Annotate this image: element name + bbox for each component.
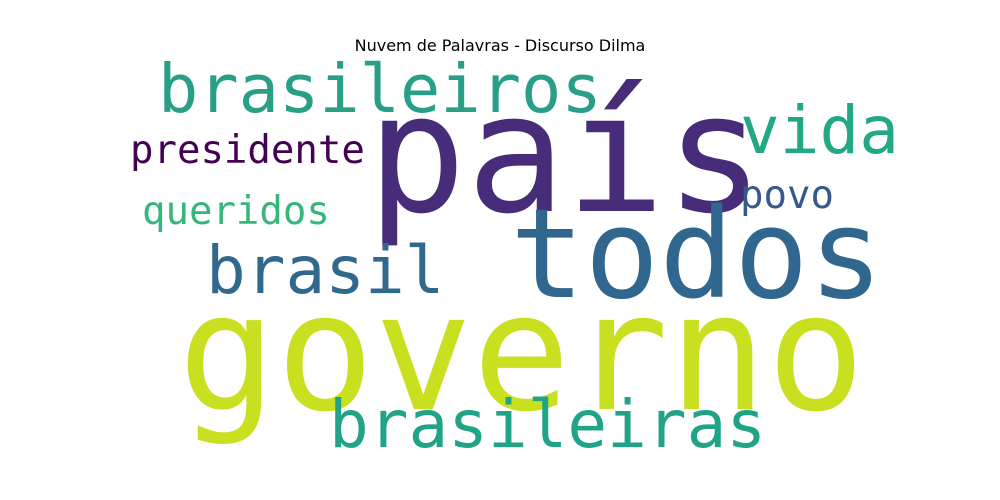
- word-todos: todos: [510, 183, 884, 327]
- word-governo: governo: [178, 259, 865, 448]
- word-vida: vida: [740, 92, 899, 169]
- figure-title: Nuvem de Palavras - Discurso Dilma: [354, 36, 646, 55]
- word-brasileiras: brasileiras: [329, 386, 767, 463]
- word-queridos: queridos: [142, 189, 330, 234]
- word-presidente: presidente: [130, 128, 365, 173]
- word-brasil: brasil: [206, 232, 445, 309]
- word-pais: país: [367, 58, 765, 250]
- word-povo: povo: [740, 173, 834, 218]
- word-brasileiros: brasileiros: [158, 50, 602, 128]
